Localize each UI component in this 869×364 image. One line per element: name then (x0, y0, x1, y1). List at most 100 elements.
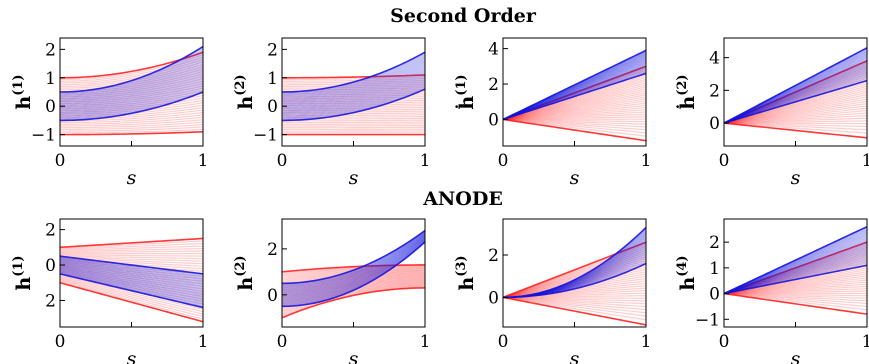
trajectory-line (724, 252, 867, 295)
trajectory-line (503, 296, 646, 311)
trajectory-line (60, 80, 203, 100)
trajectory-line (724, 279, 867, 295)
trajectory-line (282, 240, 425, 306)
trajectory-line (724, 58, 867, 124)
trajectory-line (60, 264, 203, 292)
trajectory-line (724, 247, 867, 295)
trajectory-line (503, 118, 646, 131)
trajectory-line (60, 91, 203, 122)
trajectory-line (60, 276, 203, 310)
trajectory-line (282, 235, 425, 295)
trajectory-line (503, 92, 646, 121)
trajectory-line (724, 102, 867, 124)
trajectory-line (60, 277, 203, 313)
trajectory-line (503, 260, 646, 298)
trajectory-line (60, 76, 203, 112)
trajectory-line (60, 48, 203, 95)
trajectory-line (282, 272, 425, 288)
trajectory-line (503, 71, 646, 121)
trajectory-line (503, 59, 646, 120)
trajectory-line (60, 265, 203, 293)
trajectory-line (724, 65, 867, 124)
trajectory-line (724, 57, 867, 124)
trajectory-line (282, 53, 425, 95)
trajectory-line (60, 59, 203, 102)
trajectory-line (503, 296, 646, 308)
trajectory-line (60, 47, 203, 94)
trajectory-line (60, 130, 203, 136)
trajectory-line (503, 278, 646, 298)
trajectory-line (60, 257, 203, 279)
trajectory-line (60, 262, 203, 287)
trajectory-line (724, 231, 867, 295)
trajectory-line (724, 62, 867, 124)
trajectory-line (503, 96, 646, 121)
trajectory-line (724, 239, 867, 295)
y-axis-label: ḣ(2) (675, 74, 699, 109)
trajectory-line (282, 234, 425, 294)
x-axis-label: s (127, 167, 137, 189)
trajectory-line (724, 241, 867, 295)
x-axis-label: s (127, 348, 137, 364)
x-tick-label: 0 (719, 151, 730, 171)
y-axis-label: h(2) (233, 255, 257, 290)
trajectory-line (60, 258, 203, 280)
trajectory-line (724, 255, 867, 295)
trajectory-line (503, 275, 646, 298)
trajectory-line (724, 56, 867, 124)
trajectory-line (724, 100, 867, 124)
trajectory-line (503, 104, 646, 121)
trajectory-line (60, 72, 203, 109)
trajectory-line (60, 45, 203, 93)
trajectory-line (60, 281, 203, 323)
trajectory-line (60, 266, 203, 285)
trajectory-line (282, 281, 425, 306)
trajectory-line (503, 271, 646, 298)
trajectory-line (503, 258, 646, 298)
trajectory-line (60, 267, 203, 297)
trajectory-line (724, 96, 867, 124)
trajectory-line (724, 260, 867, 295)
trajectory-line (503, 64, 646, 121)
trajectory-line (724, 122, 867, 139)
trajectory-line (503, 58, 646, 120)
trajectory-line (282, 51, 425, 93)
trajectory-line (503, 109, 646, 121)
trajectory-line (503, 49, 646, 121)
trajectory-line (60, 254, 203, 257)
trajectory-line (282, 273, 425, 291)
trajectory-line (60, 63, 203, 104)
trajectory-line (503, 118, 646, 137)
trajectory-line (724, 58, 867, 124)
x-tick-label: 1 (641, 151, 652, 171)
trajectory-line (282, 63, 425, 103)
y-axis-label: h(2) (233, 74, 257, 109)
x-axis-label: s (349, 167, 359, 189)
trajectory-line (282, 78, 425, 114)
trajectory-line (724, 54, 867, 124)
trajectory-line (60, 259, 203, 282)
trajectory-line (60, 68, 203, 107)
trajectory-line (60, 128, 203, 134)
series-group (503, 226, 646, 326)
trajectory-line (282, 99, 425, 103)
trajectory-line (60, 270, 203, 295)
trajectory-line (282, 238, 425, 300)
blue-trajectories (282, 229, 425, 308)
trajectory-line (503, 259, 646, 298)
trajectory-line (60, 54, 203, 98)
y-tick-label: 0 (45, 97, 56, 117)
trajectory-line (60, 258, 203, 281)
trajectory-line (282, 238, 425, 302)
trajectory-line (282, 231, 425, 288)
trajectory-line (60, 58, 203, 84)
y-tick-label: 0 (488, 288, 499, 308)
trajectory-line (282, 241, 425, 307)
trajectory-line (60, 269, 203, 293)
trajectory-line (503, 65, 646, 121)
trajectory-line (282, 77, 425, 113)
trajectory-line (282, 75, 425, 111)
trajectory-line (724, 107, 867, 124)
trajectory-line (60, 242, 203, 251)
trajectory-line (503, 111, 646, 121)
